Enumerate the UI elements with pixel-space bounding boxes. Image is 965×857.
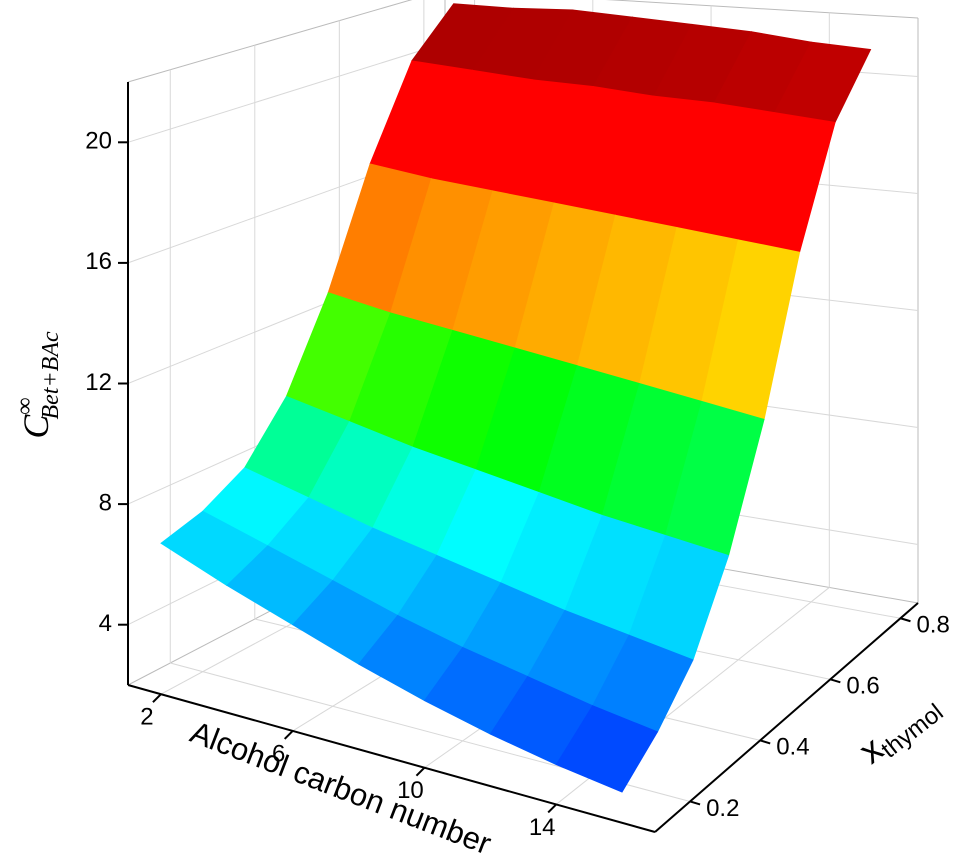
surface-patch [555, 705, 659, 793]
y-tick-label: 0.6 [846, 673, 879, 700]
y-tick-label: 0.2 [706, 795, 739, 822]
tick-mark [900, 617, 911, 623]
box-edge [127, 0, 413, 83]
z-tick-label: 8 [99, 489, 112, 516]
x-axis-title: Alcohol carbon number [186, 714, 496, 857]
x-tick-label: 6 [272, 740, 285, 767]
y-tick-label: 0.4 [776, 734, 809, 761]
tick-mark [283, 730, 294, 740]
z-axis-title-sup: ∞ [12, 398, 38, 415]
axes: 4 8 12 16 20 2 6 10 14 0.2 0.4 0.6 0.8 [85, 82, 950, 841]
surface [160, 3, 872, 793]
z-axis-title-main: C [16, 414, 56, 439]
box-edge [605, 0, 919, 19]
tick-mark [689, 800, 701, 806]
tick-mark [415, 766, 426, 777]
z-tick-label: 16 [85, 248, 112, 275]
x-axis-line [127, 684, 656, 833]
z-tick-label: 12 [85, 369, 112, 396]
x-tick-label: 2 [140, 704, 153, 731]
y-axis-title-sub: thymol [876, 699, 948, 764]
x-tick-label: 10 [397, 777, 424, 804]
tick-mark [547, 803, 557, 814]
z-tick-label: 4 [99, 610, 112, 637]
tick-mark [152, 693, 162, 703]
y-axis-line [654, 602, 919, 833]
z-axis-title-sub: Bet+BAc [38, 331, 64, 419]
x-tick-label: 14 [529, 814, 556, 841]
z-tick-label: 20 [85, 128, 112, 155]
y-tick-label: 0.8 [916, 612, 949, 639]
grid-line [127, 42, 446, 143]
tick-mark [830, 678, 841, 684]
z-axis-title: C∞Bet+BAc [12, 331, 64, 439]
tick-mark [759, 739, 771, 745]
